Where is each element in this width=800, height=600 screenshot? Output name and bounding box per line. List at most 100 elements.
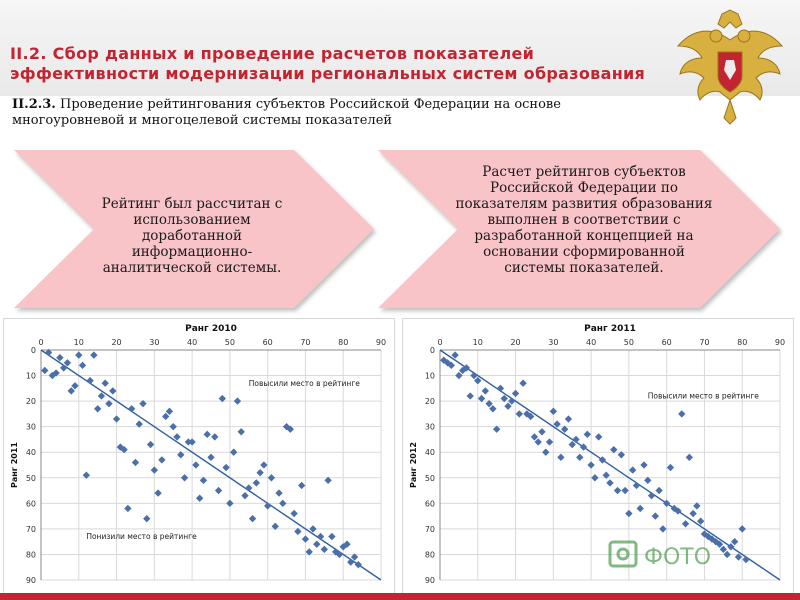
y-tick-label: 70 <box>425 525 435 534</box>
x-tick-label: 30 <box>149 338 159 347</box>
data-point <box>305 548 313 556</box>
chart-title: Ранг 2011 <box>584 324 636 334</box>
data-point <box>542 448 550 456</box>
data-point <box>301 535 310 543</box>
data-point <box>52 369 60 377</box>
data-point <box>655 486 663 495</box>
y-tick-label: 60 <box>425 499 435 508</box>
x-tick-label: 20 <box>510 338 520 347</box>
data-point <box>245 484 253 492</box>
scatter-chart-2010-2011: 0 10 20 30 40 50 60 70 80 90 0 10 20 30 40 50 60 70 80 90 Ра… <box>3 318 395 596</box>
chart-title: Ранг 2010 <box>185 324 237 334</box>
data-point <box>229 448 238 456</box>
data-point <box>177 451 185 459</box>
data-point <box>659 525 667 533</box>
data-point <box>267 474 276 482</box>
data-point <box>613 486 622 495</box>
data-point <box>218 394 227 403</box>
x-tick-label: 10 <box>473 338 483 347</box>
x-tick-label: 50 <box>225 338 235 347</box>
y-axis-label: Ранг 2012 <box>409 442 418 488</box>
data-point <box>248 514 257 523</box>
data-point <box>211 433 219 441</box>
chart-annotation: Понизили место в рейтинге <box>86 532 197 541</box>
y-tick-label: 70 <box>26 525 36 534</box>
x-tick-label: 40 <box>187 338 197 347</box>
data-point <box>154 489 162 497</box>
data-point <box>681 520 690 528</box>
x-tick-label: 50 <box>624 338 634 347</box>
coat-of-arms-emblem <box>676 9 784 125</box>
data-point <box>594 433 603 441</box>
data-point <box>347 558 355 566</box>
data-point <box>59 364 68 372</box>
data-point <box>354 560 363 569</box>
data-point <box>587 461 595 469</box>
y-tick-label: 90 <box>425 576 435 585</box>
y-tick-label: 60 <box>26 499 36 508</box>
data-point <box>150 466 159 474</box>
data-point <box>90 351 98 359</box>
y-tick-label: 0 <box>430 346 435 355</box>
y-tick-label: 40 <box>26 448 36 457</box>
data-point <box>309 525 317 533</box>
data-point <box>621 486 629 495</box>
slide-title: II.2. Сбор данных и проведение расчетов … <box>10 44 646 83</box>
chevron-shape-2 <box>378 150 780 308</box>
data-point <box>606 479 614 487</box>
data-point <box>67 387 75 395</box>
x-tick-label: 60 <box>263 338 273 347</box>
y-tick-label: 50 <box>26 474 36 483</box>
data-point <box>256 468 264 477</box>
data-point <box>101 379 109 387</box>
x-tick-label: 30 <box>548 338 558 347</box>
data-point <box>158 456 166 464</box>
x-tick-label: 60 <box>662 338 672 347</box>
data-point <box>131 458 140 467</box>
trend-line <box>40 349 382 581</box>
data-point <box>86 376 94 385</box>
slide-subtitle: II.2.3. Проведение рейтингования субъект… <box>12 97 662 129</box>
data-point <box>466 392 474 400</box>
data-point <box>214 486 223 495</box>
data-point <box>715 540 724 548</box>
data-point <box>192 461 200 469</box>
y-tick-label: 0 <box>31 346 36 355</box>
data-point <box>492 425 501 433</box>
data-point <box>97 392 106 400</box>
y-tick-label: 20 <box>26 397 36 406</box>
x-tick-label: 10 <box>74 338 84 347</box>
watermark-logo: ФОТО <box>608 540 711 570</box>
data-point <box>263 502 272 510</box>
y-tick-label: 50 <box>425 474 435 483</box>
data-point <box>549 407 558 416</box>
data-point <box>233 397 242 405</box>
data-point <box>120 445 128 454</box>
data-point <box>180 474 189 482</box>
y-tick-label: 20 <box>425 397 435 406</box>
y-tick-label: 10 <box>425 372 435 381</box>
data-point <box>693 502 701 510</box>
data-point <box>188 438 196 446</box>
y-tick-label: 80 <box>425 550 435 559</box>
x-tick-label: 90 <box>376 338 386 347</box>
data-point <box>195 494 204 502</box>
data-point <box>451 351 459 359</box>
chevron-shape-1 <box>14 150 374 308</box>
data-point <box>504 402 512 410</box>
data-point <box>275 489 283 497</box>
watermark-text: ФОТО <box>644 545 711 570</box>
data-point <box>226 499 234 508</box>
data-point <box>591 474 599 482</box>
data-point <box>241 491 249 500</box>
data-point <box>583 430 592 439</box>
data-point <box>632 481 641 490</box>
data-point <box>343 540 351 548</box>
y-tick-label: 30 <box>425 423 435 432</box>
data-point <box>139 399 147 408</box>
y-tick-label: 10 <box>26 372 36 381</box>
x-tick-label: 80 <box>737 338 747 347</box>
trend-line <box>439 349 781 581</box>
data-point <box>222 463 230 472</box>
data-point <box>485 399 493 408</box>
